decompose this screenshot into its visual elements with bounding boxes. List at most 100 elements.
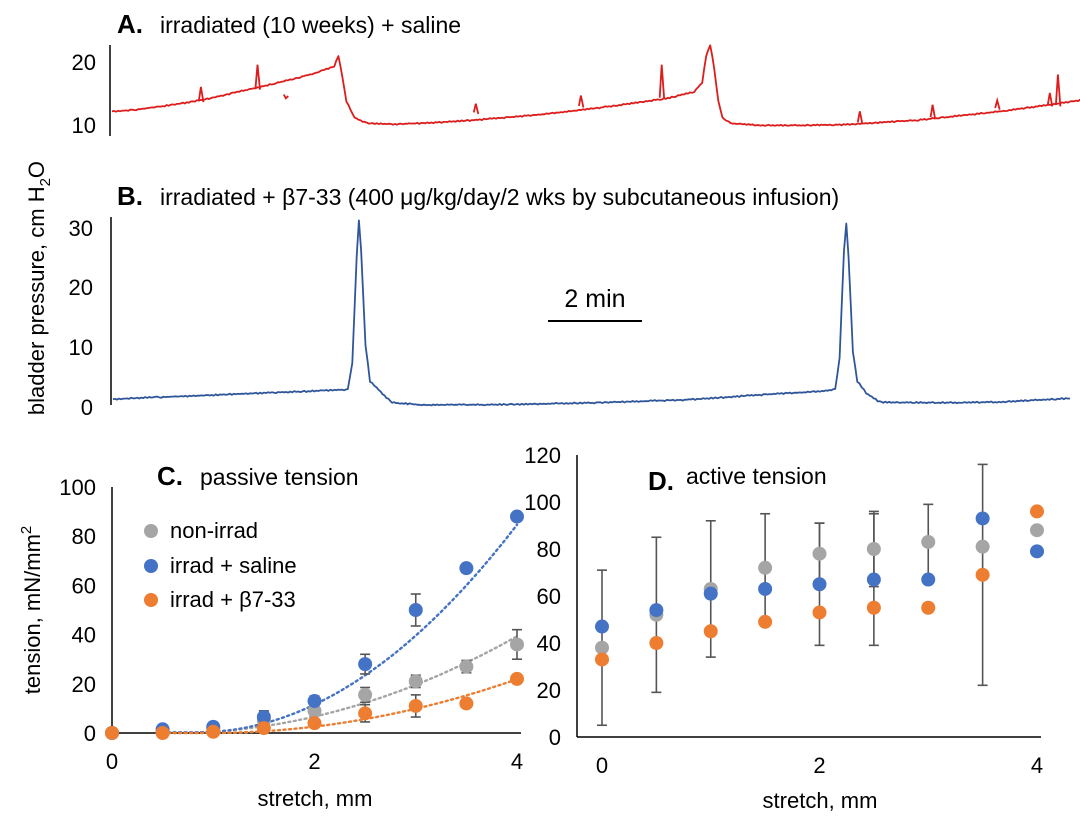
panel-a-spike-8	[994, 96, 1001, 110]
panel-c-ytick-40: 40	[72, 623, 96, 648]
panel-a-spike-4	[578, 95, 585, 108]
panel-c-xtick-4: 4	[511, 749, 523, 774]
panel-d-point-2-2	[703, 624, 718, 639]
panel-c-point-0-8	[510, 637, 524, 652]
panel-d-plot	[595, 463, 1044, 727]
panel-d-title: active tension	[686, 463, 827, 489]
panel-d-point-0-0	[595, 640, 609, 655]
panel-c-ytick-60: 60	[72, 573, 96, 598]
panel-a-ytick-20: 20	[72, 50, 96, 75]
panel-c-trendline-2	[161, 678, 519, 735]
legend-marker-irrad-b7-33	[144, 593, 158, 607]
panel-c-trendline-0	[161, 635, 519, 735]
panel-a-title: irradiated (10 weeks) + saline	[160, 12, 461, 38]
panel-d-ytick-100: 100	[524, 490, 561, 515]
panel-d-point-1-5	[866, 572, 881, 587]
panel-a-spike-2	[283, 94, 289, 100]
panel-c-ytick-80: 80	[72, 524, 96, 549]
bladder-pressure-axis-label: bladder pressure, cm H2O	[24, 161, 54, 415]
panel-b: B. irradiated + β7-33 (400 μg/kg/day/2 w…	[69, 181, 1071, 420]
panel-c-point-1-8	[510, 509, 524, 524]
panel-d-ytick-80: 80	[537, 537, 561, 562]
legend-label-irrad-saline: irrad + saline	[170, 553, 297, 578]
panel-c-point-0-5	[358, 687, 373, 702]
panel-c-xtick-0: 0	[106, 749, 118, 774]
panel-a-spike-1	[254, 64, 261, 90]
panel-a: A. irradiated (10 weeks) + saline 20 10	[72, 9, 1080, 138]
legend-label-irrad-b7-33: irrad + β7-33	[170, 587, 296, 612]
panel-b-letter: B.	[117, 181, 143, 211]
panel-a-trace-line	[111, 44, 1080, 127]
legend-label-non-irrad: non-irrad	[170, 518, 258, 543]
panel-c-axes: 0 20 40 60 80 100 0 2 4	[59, 475, 523, 774]
panel-d-point-0-8	[1030, 523, 1044, 538]
panel-a-spike-10	[1046, 92, 1054, 107]
panel-d-ytick-60: 60	[537, 584, 561, 609]
panel-b-ytick-30: 30	[69, 216, 93, 241]
panel-d-point-0-3	[758, 560, 773, 575]
panel-c-point-2-6	[408, 698, 423, 713]
panel-d-point-2-3	[758, 614, 773, 629]
panel-d-point-1-4	[812, 577, 827, 592]
panel-d-point-1-0	[595, 619, 609, 634]
panel-c-point-0-6	[408, 674, 423, 689]
panel-d-ytick-120: 120	[524, 443, 561, 468]
panel-c-point-0-7	[459, 659, 474, 674]
legend-marker-non-irrad	[144, 524, 158, 538]
panel-c-point-1-4	[307, 694, 322, 709]
panel-d-axes: 0 20 40 60 80 100 120 0 2 4	[524, 443, 1043, 778]
panel-a-ytick-10: 10	[72, 113, 96, 138]
panel-d-ytick-0: 0	[549, 725, 561, 750]
panel-b-ytick-10: 10	[69, 335, 93, 360]
panel-d-point-1-8	[1030, 544, 1044, 559]
panel-c-point-2-8	[510, 671, 524, 686]
panel-c-legend: non-irrad irrad + saline irrad + β7-33	[144, 518, 297, 612]
panel-c-point-1-6	[408, 603, 423, 617]
panel-a-spike-5	[658, 64, 666, 100]
legend-marker-irrad-saline	[144, 559, 158, 573]
panel-b-ytick-20: 20	[69, 275, 93, 300]
panel-d-xtick-0: 0	[596, 753, 608, 778]
panel-d-point-0-4	[812, 546, 827, 561]
panel-c-xtick-2: 2	[308, 749, 320, 774]
panel-c-ytick-0: 0	[84, 721, 96, 746]
panel-b-trace-line	[112, 219, 1071, 407]
panel-d-point-2-1	[649, 636, 664, 650]
panel-d-point-2-7	[975, 567, 990, 582]
panel-d-ytick-40: 40	[537, 631, 561, 656]
panel-d-point-2-5	[866, 600, 881, 615]
panel-d-letter: D.	[648, 466, 674, 496]
panel-a-spike-6	[856, 111, 864, 124]
panel-c-plot	[105, 509, 524, 740]
panel-d-point-2-0	[595, 652, 609, 667]
panel-c-point-2-0	[105, 726, 119, 740]
panel-c-point-2-5	[358, 706, 373, 721]
panel-c-point-0-4	[307, 703, 322, 718]
panel-d-point-2-6	[921, 600, 936, 615]
panel-a-letter: A.	[117, 9, 143, 39]
panel-c-ytick-20: 20	[72, 672, 96, 697]
panel-d-point-0-7	[975, 539, 990, 554]
panel-c-point-2-7	[459, 696, 474, 711]
panel-c-point-2-2	[206, 724, 221, 739]
panel-d-point-0-5	[866, 542, 881, 556]
panel-a-spike-0	[198, 86, 205, 103]
panel-a-spike-3	[472, 103, 480, 115]
panel-d-ytick-20: 20	[537, 678, 561, 703]
panel-c-title: passive tension	[200, 464, 359, 490]
panel-d-point-1-2	[703, 586, 718, 601]
panel-c-trendline-1	[161, 523, 519, 734]
panel-d-point-1-1	[649, 603, 664, 618]
panel-d-xtick-2: 2	[813, 753, 825, 778]
panel-c-y-axis-label: tension, mN/mm2	[18, 526, 45, 695]
panel-b-title: irradiated + β7-33 (400 μg/kg/day/2 wks …	[160, 184, 839, 210]
panel-c-point-1-7	[459, 561, 474, 576]
panel-d-point-1-6	[921, 572, 936, 587]
panel-c-point-2-1	[155, 726, 170, 740]
panel-d-point-0-6	[921, 534, 936, 549]
panel-d-point-2-4	[812, 605, 827, 620]
panel-c-letter: C.	[157, 461, 183, 491]
panel-c-point-1-3	[256, 710, 271, 725]
panel-b-ytick-0: 0	[81, 395, 93, 420]
